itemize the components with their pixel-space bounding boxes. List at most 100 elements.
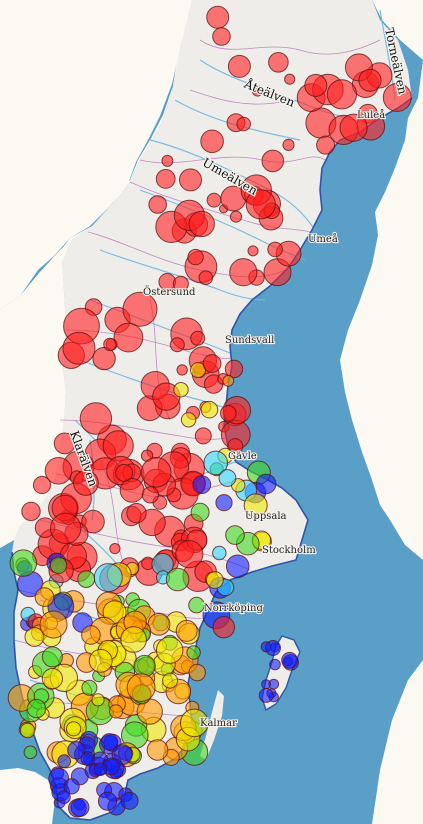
observation-marker[interactable]: [247, 245, 259, 257]
observation-marker[interactable]: [48, 767, 70, 789]
observation-marker[interactable]: [190, 502, 210, 522]
observation-marker[interactable]: [126, 673, 156, 702]
observation-marker[interactable]: [202, 354, 222, 373]
observation-marker[interactable]: [41, 668, 64, 690]
observation-marker[interactable]: [103, 337, 117, 352]
observation-marker[interactable]: [161, 154, 174, 167]
observation-marker[interactable]: [251, 85, 264, 97]
observation-marker[interactable]: [190, 330, 206, 346]
observation-marker[interactable]: [49, 512, 82, 544]
observation-marker[interactable]: [212, 616, 236, 639]
observation-marker[interactable]: [133, 654, 156, 678]
observation-marker[interactable]: [120, 791, 139, 810]
observation-marker[interactable]: [173, 382, 189, 398]
observation-marker[interactable]: [304, 73, 328, 97]
observation-marker[interactable]: [26, 698, 47, 719]
observation-marker[interactable]: [175, 619, 198, 642]
observation-marker[interactable]: [9, 549, 37, 577]
observation-marker[interactable]: [326, 79, 357, 110]
observation-marker[interactable]: [81, 509, 105, 534]
observation-marker[interactable]: [88, 648, 113, 673]
observation-marker[interactable]: [147, 612, 171, 636]
observation-marker[interactable]: [200, 400, 219, 419]
observation-marker[interactable]: [261, 679, 272, 690]
observation-marker[interactable]: [267, 241, 283, 258]
observation-marker[interactable]: [155, 169, 176, 189]
observation-marker[interactable]: [62, 331, 96, 365]
observation-marker[interactable]: [203, 450, 228, 476]
observation-marker[interactable]: [261, 149, 285, 173]
observation-marker[interactable]: [218, 469, 237, 487]
observation-marker[interactable]: [188, 596, 205, 614]
observation-marker[interactable]: [21, 501, 41, 522]
observation-marker[interactable]: [73, 470, 99, 496]
observation-marker[interactable]: [269, 658, 281, 671]
observation-marker[interactable]: [229, 258, 258, 287]
observation-marker[interactable]: [57, 790, 71, 805]
observation-marker[interactable]: [93, 563, 123, 593]
observation-marker[interactable]: [67, 741, 86, 760]
observation-marker[interactable]: [175, 540, 204, 569]
observation-marker[interactable]: [255, 473, 277, 495]
observation-marker[interactable]: [126, 503, 147, 524]
observation-marker[interactable]: [53, 432, 76, 455]
observation-marker[interactable]: [80, 751, 96, 767]
observation-marker[interactable]: [70, 797, 90, 817]
observation-marker[interactable]: [206, 192, 222, 208]
observation-marker[interactable]: [179, 168, 202, 192]
observation-marker[interactable]: [227, 438, 244, 455]
observation-marker[interactable]: [91, 693, 105, 707]
observation-marker[interactable]: [34, 587, 55, 607]
observation-marker[interactable]: [122, 291, 158, 327]
observation-marker[interactable]: [227, 54, 251, 78]
observation-marker[interactable]: [222, 374, 235, 387]
observation-marker[interactable]: [284, 73, 296, 85]
observation-marker[interactable]: [358, 68, 382, 92]
observation-marker[interactable]: [19, 722, 36, 739]
observation-marker[interactable]: [220, 405, 237, 422]
observation-marker[interactable]: [32, 475, 52, 495]
observation-marker[interactable]: [200, 129, 224, 154]
observation-marker[interactable]: [169, 337, 185, 353]
observation-marker[interactable]: [81, 625, 101, 645]
observation-marker[interactable]: [57, 754, 72, 769]
observation-marker[interactable]: [282, 138, 295, 151]
observation-marker[interactable]: [66, 721, 82, 737]
observation-marker[interactable]: [24, 627, 45, 647]
observation-marker[interactable]: [194, 427, 212, 445]
observation-marker[interactable]: [23, 745, 38, 760]
observation-marker[interactable]: [268, 52, 289, 73]
observation-marker[interactable]: [156, 636, 184, 664]
observation-marker[interactable]: [146, 739, 169, 761]
observation-marker[interactable]: [63, 778, 80, 795]
observation-marker[interactable]: [100, 733, 119, 751]
observation-marker[interactable]: [206, 5, 230, 29]
observation-marker[interactable]: [180, 708, 209, 738]
observation-marker[interactable]: [258, 687, 274, 703]
observation-marker[interactable]: [176, 364, 188, 376]
observation-marker[interactable]: [188, 663, 206, 682]
observation-marker[interactable]: [148, 195, 167, 214]
observation-marker[interactable]: [165, 567, 190, 592]
observation-marker[interactable]: [108, 704, 124, 719]
observation-marker[interactable]: [265, 640, 281, 656]
observation-marker[interactable]: [79, 402, 113, 435]
observation-marker[interactable]: [77, 570, 96, 588]
observation-marker[interactable]: [212, 545, 227, 561]
observation-marker[interactable]: [141, 486, 159, 504]
observation-marker[interactable]: [109, 543, 121, 555]
observation-marker[interactable]: [198, 270, 214, 286]
observation-marker[interactable]: [93, 762, 108, 777]
observation-marker[interactable]: [120, 626, 147, 653]
observation-marker[interactable]: [225, 525, 245, 545]
observation-marker[interactable]: [229, 210, 243, 223]
observation-marker[interactable]: [81, 679, 98, 696]
observation-marker[interactable]: [224, 359, 244, 379]
observation-marker[interactable]: [113, 322, 144, 353]
observation-marker[interactable]: [187, 248, 204, 266]
observation-marker[interactable]: [192, 475, 212, 495]
observation-marker[interactable]: [188, 210, 215, 238]
observation-marker[interactable]: [281, 651, 299, 669]
observation-marker[interactable]: [140, 457, 172, 488]
